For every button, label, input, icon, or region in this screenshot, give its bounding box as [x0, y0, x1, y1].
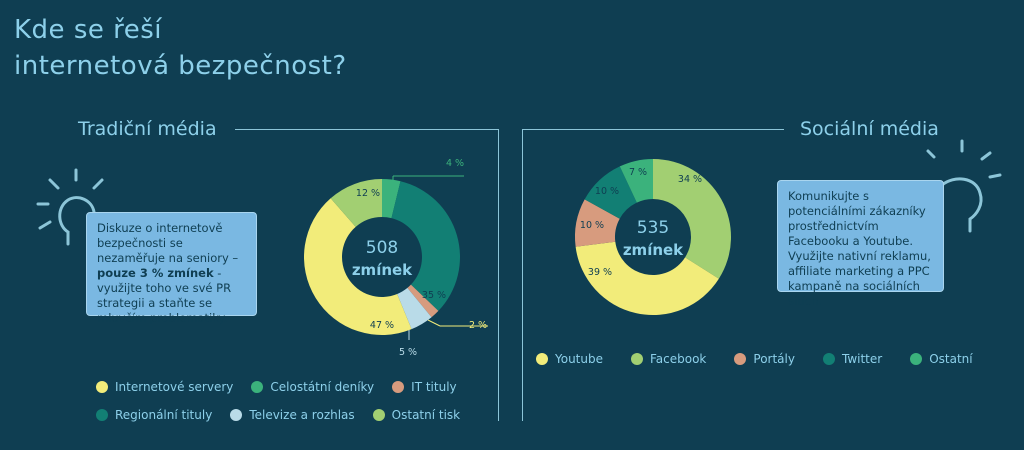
social-center-label: zmínek: [623, 241, 684, 259]
legend-item-regional: Regionální tituly: [96, 408, 212, 422]
legend-item-internet: Internetové servery: [96, 380, 233, 394]
traditional-data-label-3: 5 %: [399, 347, 417, 358]
social-data-label-3: 10 %: [595, 186, 619, 197]
legend-label: IT tituly: [411, 380, 457, 394]
social-slice-1: [575, 241, 719, 315]
callout-highlight: pouze 3 % zmínek: [97, 266, 214, 280]
legend-dot: [631, 353, 643, 365]
legend-label: Televize a rozhlas: [249, 408, 355, 422]
page-title-line1: Kde se řeší: [14, 15, 163, 45]
social-media-heading: Sociální média: [800, 118, 939, 140]
legend-label: Internetové servery: [115, 380, 234, 394]
legend-item-it: IT tituly: [392, 380, 457, 394]
legend-item-twitter: Twitter: [822, 352, 883, 366]
traditional-data-label-1: 35 %: [422, 290, 446, 301]
traditional-slice-5: [330, 179, 382, 227]
traditional-center-label: zmínek: [352, 261, 413, 279]
traditional-legend-row2: Regionální tituly Televize a rozhlas Ost…: [96, 408, 478, 422]
lightbulb-icon-left: [36, 168, 104, 246]
social-slice-3: [584, 166, 637, 219]
legend-dot: [392, 381, 405, 393]
legend-item-other: Ostatní: [910, 352, 973, 366]
traditional-rule-side: [498, 129, 499, 421]
traditional-slice-2: [407, 284, 439, 318]
legend-item-other-print: Ostatní tisk: [372, 408, 461, 422]
page-title: Kde se řeší internetová bezpečnost?: [14, 12, 347, 84]
traditional-center-count: 508: [366, 238, 398, 258]
legend-label: Celostátní deníky: [270, 380, 375, 394]
legend-item-portaly: Portály: [734, 352, 795, 366]
legend-dot: [251, 381, 264, 393]
traditional-rule-top: [235, 129, 498, 130]
traditional-slice-4: [304, 198, 412, 335]
legend-label: Portály: [753, 352, 795, 366]
social-data-label-2: 10 %: [580, 220, 604, 231]
traditional-center: [343, 218, 421, 296]
legend-item-national: Celostátní deníky: [251, 380, 374, 394]
traditional-slice-1: [391, 181, 460, 311]
callout-text-part2: - využijte toho ve své PR strategii a st…: [97, 266, 232, 325]
page-title-line2: internetová bezpečnost?: [14, 51, 347, 81]
traditional-data-label-4: 47 %: [370, 320, 394, 331]
social-callout: Komunikujte s potenciálními zákazníky pr…: [777, 180, 944, 308]
leader-line-2: [427, 319, 441, 327]
callout-text-part1: Diskuze o internetově bezpečnosti se nez…: [97, 221, 239, 265]
social-data-label-0: 34 %: [678, 174, 702, 185]
social-rule-side: [522, 129, 523, 421]
social-slice-2: [575, 199, 620, 247]
legend-dot: [96, 381, 108, 393]
legend-item-tv: Televize a rozhlas: [230, 408, 355, 422]
social-rule-top: [522, 129, 784, 130]
traditional-slice-0: [382, 179, 401, 219]
traditional-donut-chart: 508 zmínek 4 % 35 % 2 % 5 % 47 % 12 %: [304, 158, 488, 358]
legend-dot: [822, 353, 835, 365]
legend-dot: [96, 409, 108, 421]
legend-label: Ostatní: [929, 352, 973, 366]
traditional-data-label-2: 2 %: [469, 320, 487, 331]
legend-label: Ostatní tisk: [391, 408, 461, 422]
social-callout-text: Komunikujte s potenciálními zákazníky pr…: [788, 189, 931, 308]
social-slice-4: [619, 159, 653, 203]
social-slice-0: [653, 159, 731, 279]
traditional-callout: Diskuze o internetově bezpečnosti se nez…: [86, 212, 257, 325]
traditional-data-label-5: 12 %: [356, 188, 380, 199]
legend-dot: [230, 409, 243, 421]
traditional-legend-row1: Internetové servery Celostátní deníky IT…: [96, 380, 475, 394]
legend-label: Facebook: [650, 352, 707, 366]
legend-dot: [536, 353, 548, 365]
legend-dot: [372, 409, 385, 421]
social-legend: Youtube Facebook Portály Twitter Ostatní: [536, 352, 991, 366]
legend-label: Regionální tituly: [115, 408, 213, 422]
legend-item-facebook: Facebook: [631, 352, 706, 366]
legend-label: Twitter: [841, 352, 883, 366]
traditional-slice-3: [397, 287, 432, 330]
lightbulb-icon-right: [926, 139, 1002, 233]
social-data-label-4: 7 %: [629, 167, 647, 178]
traditional-media-heading: Tradiční média: [78, 118, 217, 140]
social-donut-chart: 535 zmínek 34 % 39 % 10 % 10 % 7 %: [575, 159, 731, 315]
social-data-label-1: 39 %: [588, 267, 612, 278]
legend-item-youtube: Youtube: [536, 352, 603, 366]
legend-label: Youtube: [555, 352, 603, 366]
legend-dot: [910, 353, 923, 365]
social-center: [616, 200, 690, 274]
traditional-data-label-0: 4 %: [446, 158, 464, 169]
legend-dot: [734, 353, 747, 365]
social-center-count: 535: [637, 218, 669, 238]
